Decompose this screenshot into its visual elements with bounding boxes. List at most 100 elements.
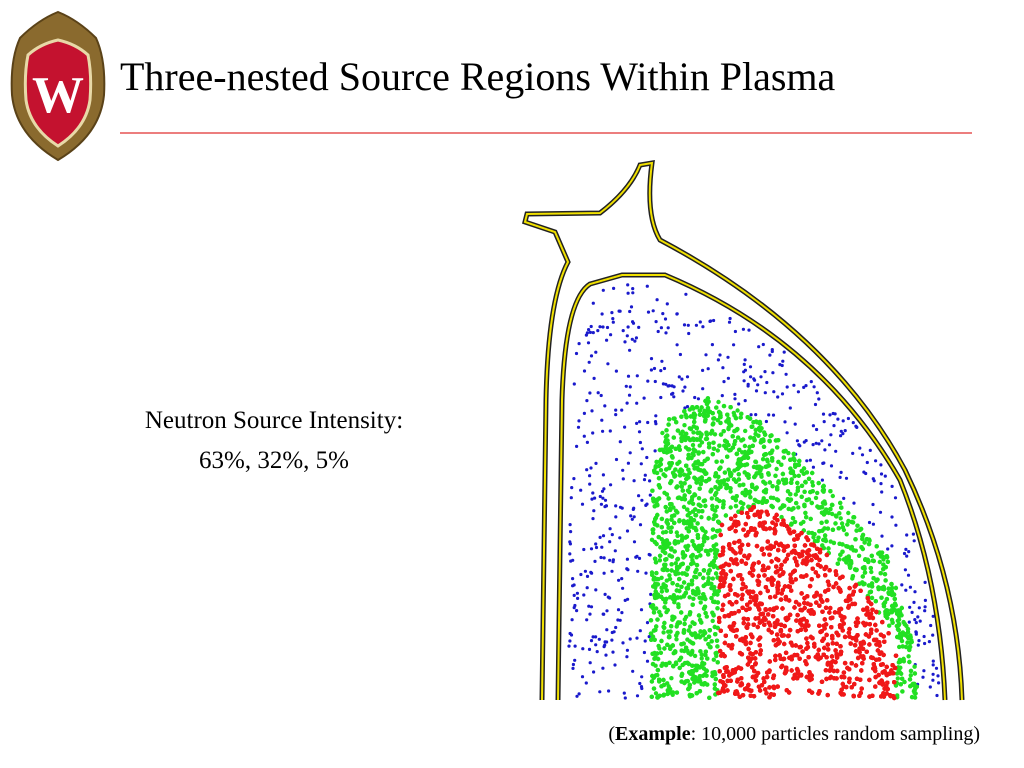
particle — [712, 682, 717, 687]
particle — [830, 493, 835, 499]
particle — [685, 543, 691, 549]
particle — [668, 507, 673, 513]
particle — [685, 660, 690, 665]
particle — [846, 416, 851, 421]
particle — [808, 458, 813, 462]
particle — [671, 435, 676, 440]
particle — [676, 444, 682, 449]
particle — [742, 470, 747, 475]
particle — [631, 291, 635, 295]
particle — [809, 530, 815, 536]
particle — [579, 572, 583, 577]
particle — [732, 343, 736, 347]
particle — [812, 385, 816, 389]
particle — [666, 422, 671, 427]
particle — [703, 503, 708, 509]
particle — [733, 329, 738, 334]
particle — [659, 585, 664, 590]
particle — [697, 408, 702, 413]
particle — [912, 664, 917, 669]
particle — [590, 497, 594, 501]
particle — [697, 676, 702, 681]
particle — [609, 483, 613, 487]
particle — [837, 541, 842, 546]
particle — [706, 445, 712, 450]
particle — [795, 439, 800, 443]
particle — [632, 479, 636, 483]
particle — [675, 567, 680, 572]
particle — [767, 413, 771, 417]
particle — [707, 628, 712, 633]
particle — [694, 567, 699, 573]
particle — [694, 562, 700, 568]
particle — [614, 457, 619, 462]
particle — [726, 426, 731, 432]
particle — [717, 466, 722, 472]
particle — [806, 530, 811, 535]
particle — [871, 558, 876, 564]
particle — [911, 532, 916, 536]
particle — [898, 682, 903, 687]
particle — [702, 419, 708, 424]
particle — [848, 559, 854, 564]
particle — [748, 365, 753, 369]
particle — [806, 476, 812, 481]
particle — [588, 330, 593, 334]
particle — [910, 610, 914, 615]
particle — [699, 526, 705, 531]
particle — [593, 496, 597, 500]
particle — [669, 479, 674, 484]
particle — [841, 557, 847, 562]
particle — [703, 471, 708, 476]
particle — [897, 659, 903, 664]
particle — [626, 568, 630, 572]
particle — [765, 380, 769, 385]
particle — [692, 466, 697, 471]
particle — [826, 546, 831, 551]
particle — [679, 414, 684, 419]
particle — [696, 588, 701, 594]
particle — [611, 650, 615, 654]
particle — [659, 369, 663, 373]
particle — [640, 675, 644, 679]
particle — [640, 498, 644, 502]
particle — [682, 423, 687, 428]
particle — [571, 662, 576, 667]
particle — [759, 375, 763, 379]
particle — [611, 558, 616, 562]
particle — [661, 382, 666, 386]
particle — [728, 505, 733, 510]
particle — [669, 676, 674, 681]
particle — [600, 489, 605, 493]
particle — [883, 578, 888, 583]
particle — [763, 370, 767, 374]
particle — [733, 503, 739, 509]
particle — [866, 541, 872, 547]
particle — [775, 487, 780, 492]
particle — [823, 538, 829, 544]
particle — [582, 593, 586, 597]
particle — [693, 674, 698, 680]
particle — [649, 694, 654, 699]
particle — [693, 667, 698, 673]
particle — [917, 639, 921, 643]
particle — [640, 686, 644, 691]
particle — [681, 504, 687, 510]
particle — [715, 575, 720, 580]
particle — [698, 649, 703, 654]
particle — [697, 461, 703, 467]
particle — [685, 513, 690, 518]
particle — [871, 502, 875, 507]
particle — [589, 466, 593, 470]
particle — [587, 647, 592, 652]
particle — [819, 520, 824, 525]
particle — [661, 545, 667, 551]
particle — [856, 553, 862, 558]
particle — [675, 533, 680, 539]
particle — [659, 589, 665, 594]
particle — [582, 369, 587, 373]
particle — [649, 592, 653, 597]
particle — [649, 679, 655, 684]
particle — [672, 520, 677, 526]
particle — [776, 438, 781, 443]
